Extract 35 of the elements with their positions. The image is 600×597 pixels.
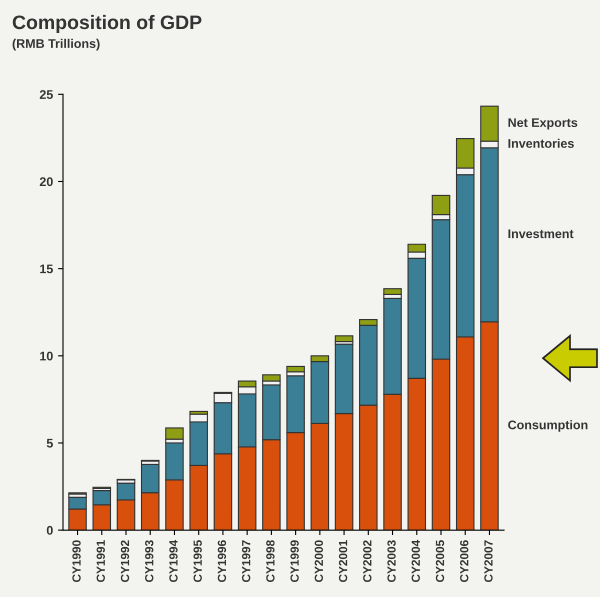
chart-subtitle: (RMB Trillions) <box>12 38 100 50</box>
bar <box>383 288 402 296</box>
bar <box>262 374 281 382</box>
y-tick-label: 10 <box>40 352 53 360</box>
x-tick-label: CY1991 <box>96 540 105 582</box>
bar <box>286 366 305 372</box>
x-tick-label: CY1995 <box>194 540 202 582</box>
x-tick-label: CY1996 <box>218 540 226 582</box>
series-label: Inventories <box>508 138 574 148</box>
bar <box>165 427 184 440</box>
x-tick-label: CY2000 <box>314 540 324 582</box>
x-tick-label: CY2002 <box>363 540 372 582</box>
x-tick-label: CY2005 <box>436 540 444 582</box>
x-tick-label: CY2001 <box>338 540 348 582</box>
y-tick-label: 5 <box>46 438 53 448</box>
y-tick-label: 15 <box>40 264 53 274</box>
y-tick-label: 25 <box>40 90 53 99</box>
x-tick-label: CY1994 <box>169 540 178 582</box>
x-tick-label: CY2007 <box>484 540 493 582</box>
x-tick-label: CY1999 <box>290 540 299 582</box>
series-label: Investment <box>508 229 574 238</box>
x-tick-label: CY1997 <box>242 540 250 582</box>
y-tick-label: 0 <box>46 526 53 535</box>
x-tick-label: CY1992 <box>120 540 130 582</box>
x-tick-label: CY2004 <box>412 540 420 582</box>
series-label: Consumption <box>508 420 588 432</box>
x-tick-label: CY2003 <box>387 540 396 582</box>
series-label: Net Exports <box>508 118 578 130</box>
x-tick-label: CY2006 <box>460 540 468 582</box>
bar <box>334 335 354 342</box>
x-tick-label: CY1993 <box>145 540 154 582</box>
x-tick-label: CY1990 <box>72 540 81 582</box>
x-tick-label: CY1998 <box>266 540 275 582</box>
chart-title: Composition of GDP <box>12 14 202 34</box>
y-tick-label: 20 <box>40 177 53 186</box>
